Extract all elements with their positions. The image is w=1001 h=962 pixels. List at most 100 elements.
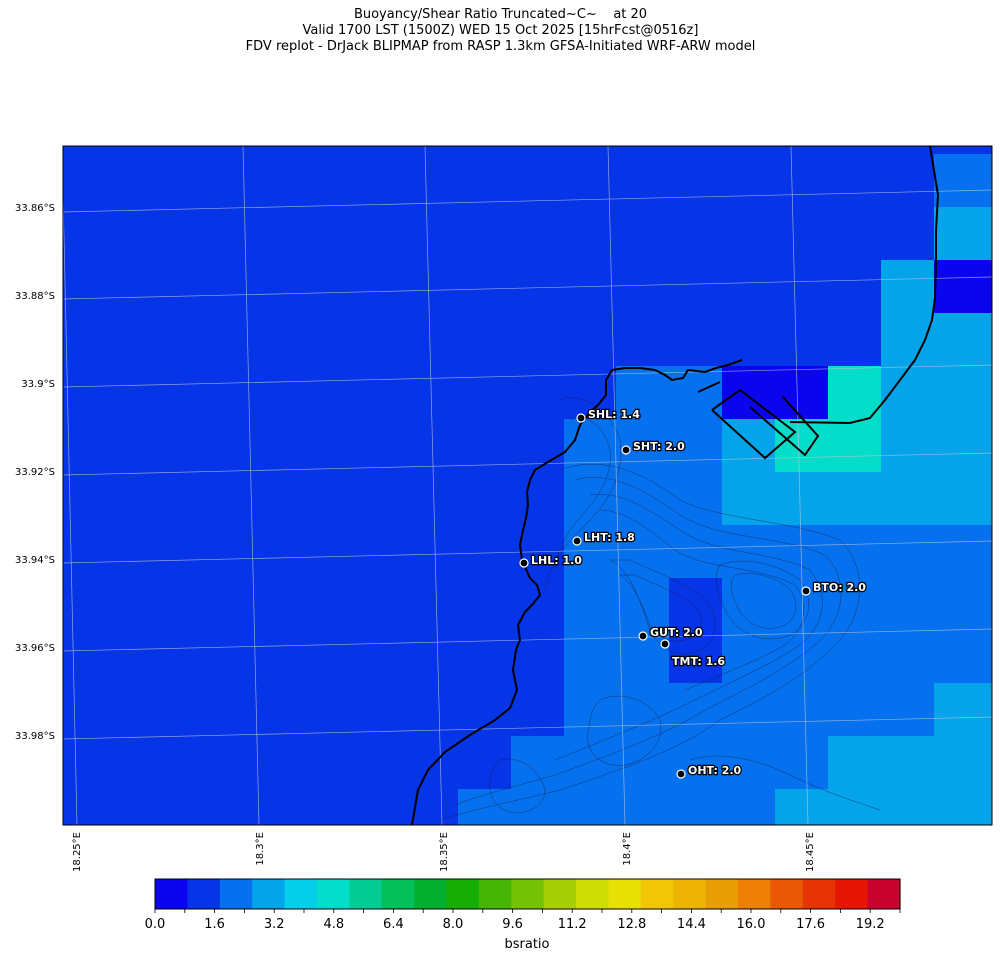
station-sht[interactable]: SHT: 2.0 [621, 439, 686, 455]
gridline-lat [63, 540, 992, 564]
colorbar-tick-label: 12.8 [617, 917, 646, 932]
field-cell [775, 419, 881, 472]
terrain-contour [439, 463, 860, 821]
station-label: SHL: 1.4 [588, 408, 640, 421]
colorbar-swatch [252, 879, 286, 909]
field-cell [722, 472, 881, 525]
plot-area [63, 146, 992, 825]
station-dot[interactable] [801, 586, 811, 596]
terrain-contour [489, 758, 546, 813]
map-title: Buoyancy/Shear Ratio Truncated~C~ at 20 … [0, 7, 1001, 55]
station-tmt[interactable]: TMT: 1.6 [660, 639, 727, 669]
field-cell [934, 154, 992, 207]
title-line-3: FDV replot - DrJack BLIPMAP from RASP 1.… [245, 39, 756, 54]
colorbar-swatch [867, 879, 901, 909]
station-dot[interactable] [576, 413, 586, 423]
lon-tick-label: 18.3°E [255, 832, 266, 866]
station-markers: SHL: 1.4 SHT: 2.0 LHT: 1.8 LHL: 1.0 BTO:… [519, 407, 868, 779]
station-bto[interactable]: BTO: 2.0 [801, 580, 868, 596]
field-cell [564, 525, 992, 683]
field-cell [564, 683, 934, 736]
field-cells [458, 154, 992, 825]
terrain-contour [454, 477, 842, 806]
lat-lon-gridlines [63, 146, 992, 825]
station-shl[interactable]: SHL: 1.4 [576, 407, 641, 423]
field-cell [934, 683, 992, 825]
colorbar-swatch [608, 879, 642, 909]
field-cell [828, 366, 881, 419]
coastline [411, 146, 940, 825]
station-lht[interactable]: LHT: 1.8 [572, 530, 636, 546]
station-dot[interactable] [676, 769, 686, 779]
colorbar-swatch [543, 879, 577, 909]
station-dot[interactable] [519, 558, 529, 568]
field-cell [564, 472, 722, 525]
terrain-contour [554, 493, 823, 761]
lon-tick-label: 18.4°E [622, 832, 633, 866]
station-dot[interactable] [621, 445, 631, 455]
gridline-lon [63, 175, 78, 825]
terrain-contour [554, 417, 611, 571]
gridline-lon [242, 146, 260, 825]
gridline-lon [607, 146, 626, 825]
colorbar-swatch [738, 879, 772, 909]
station-label: OHT: 2.0 [688, 764, 742, 777]
colorbar-tick-label: 0.0 [145, 917, 166, 932]
station-dot[interactable] [572, 536, 582, 546]
station-label: GUT: 2.0 [650, 626, 703, 639]
colorbar-tick-marks [154, 909, 901, 913]
colorbar-swatch [673, 879, 707, 909]
colorbar-tick-label: 4.8 [323, 917, 344, 932]
colorbar-swatch [414, 879, 448, 909]
colorbar-swatch [835, 879, 869, 909]
plot-frame [62, 145, 993, 826]
field-cell [616, 366, 669, 419]
station-dot[interactable] [660, 639, 670, 649]
gridline-lat [63, 716, 992, 740]
colorbar-swatch [381, 879, 415, 909]
field-cell [458, 789, 511, 825]
colorbar-tick-label: 3.2 [264, 917, 285, 932]
field-cell [934, 260, 992, 313]
lat-tick-label: 33.9°S [21, 379, 55, 390]
station-oht[interactable]: OHT: 2.0 [676, 763, 743, 779]
colorbar-swatch [219, 879, 253, 909]
colorbar-title: bsratio [505, 937, 550, 952]
station-label: BTO: 2.0 [813, 581, 866, 594]
station-dot[interactable] [638, 631, 648, 641]
station-label: SHT: 2.0 [633, 440, 685, 453]
gridline-lat [63, 364, 992, 388]
terrain-contours [439, 397, 881, 821]
colorbar-swatch [446, 879, 480, 909]
colorbar-tick-label: 9.6 [502, 917, 523, 932]
title-line-1: Buoyancy/Shear Ratio Truncated~C~ at 20 [353, 7, 648, 22]
colorbar-swatch [187, 879, 221, 909]
gridline-lon [424, 146, 443, 825]
gridline-lat [63, 628, 992, 652]
colorbar-tick-label: 1.6 [204, 917, 225, 932]
title-line-2: Valid 1700 LST (1500Z) WED 15 Oct 2025 [… [302, 23, 699, 38]
colorbar-tick-label: 8.0 [443, 917, 464, 932]
field-cell [828, 736, 934, 825]
latitude-tick-labels: 33.86°S 33.88°S 33.9°S 33.92°S 33.94°S 3… [15, 203, 55, 742]
gridline-lat [63, 276, 992, 300]
lat-tick-label: 33.98°S [15, 731, 55, 742]
station-gut[interactable]: GUT: 2.0 [638, 625, 704, 641]
colorbar: 0.0 1.6 3.2 4.8 6.4 8.0 9.6 11.2 12.8 14… [145, 878, 901, 952]
colorbar-swatch [349, 879, 383, 909]
terrain-contour [731, 573, 796, 629]
colorbar-swatch [770, 879, 804, 909]
field-cell [722, 366, 828, 419]
station-lhl[interactable]: LHL: 1.0 [519, 553, 584, 568]
colorbar-swatch [284, 879, 318, 909]
colorbar-swatch [478, 879, 512, 909]
colorbar-tick-label: 16.0 [737, 917, 766, 932]
colorbar-swatch [155, 879, 188, 909]
station-label: LHT: 1.8 [584, 531, 635, 544]
terrain-contour [716, 560, 809, 640]
terrain-contour [587, 695, 662, 766]
colorbar-swatch [802, 879, 836, 909]
colorbar-swatch [316, 879, 350, 909]
colorbar-tick-label: 17.6 [796, 917, 825, 932]
field-cell [564, 419, 722, 472]
